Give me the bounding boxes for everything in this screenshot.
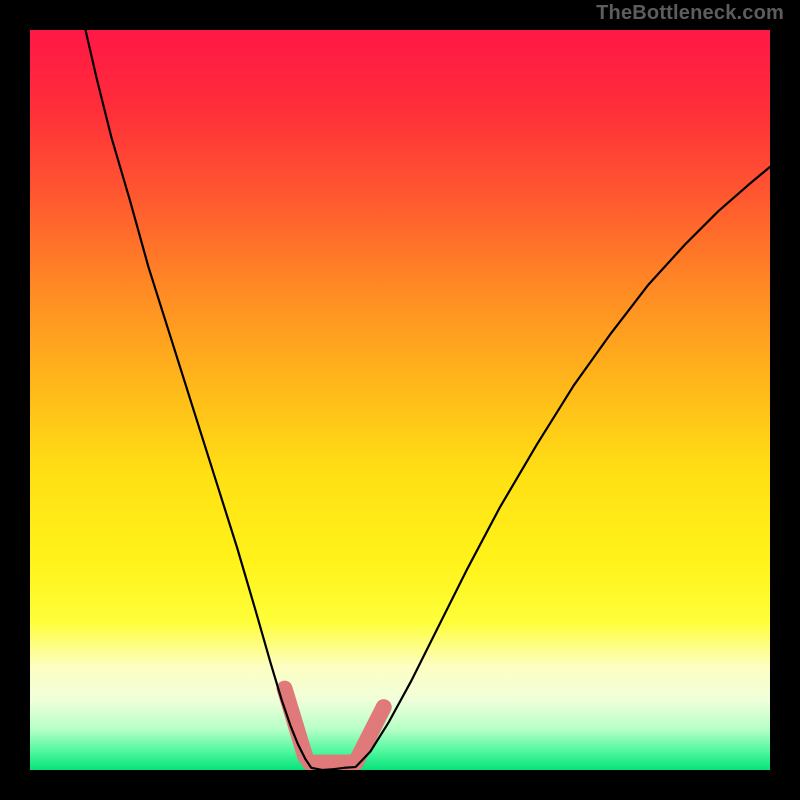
chart-frame: TheBottleneck.com [0,0,800,800]
plot-area [30,30,770,770]
watermark-text: TheBottleneck.com [596,2,784,25]
plot-svg [30,30,770,770]
gradient-background [30,30,770,770]
